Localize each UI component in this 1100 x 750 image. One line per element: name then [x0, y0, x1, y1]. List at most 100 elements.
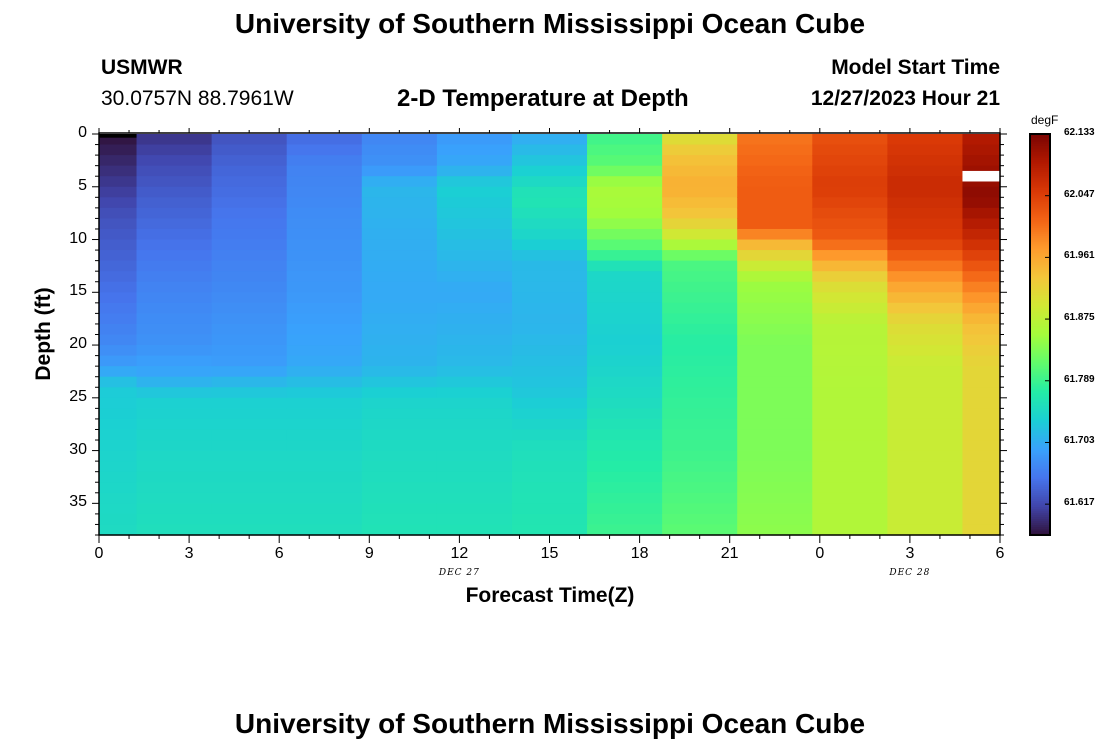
colorbar-segment	[1030, 280, 1050, 283]
heatmap-cell	[662, 471, 738, 483]
heatmap-cell	[361, 450, 438, 462]
heatmap-cell	[662, 492, 738, 504]
heatmap-cell	[136, 513, 213, 526]
colorbar-segment	[1030, 468, 1050, 472]
colorbar-segment	[1030, 310, 1050, 314]
heatmap-cell	[662, 134, 738, 146]
colorbar-segment	[1030, 398, 1050, 402]
colorbar-segment	[1030, 392, 1050, 396]
heatmap-cell	[587, 302, 663, 314]
heatmap-cell	[136, 228, 213, 241]
heatmap-cell	[587, 218, 663, 230]
heatmap-cell	[737, 524, 813, 536]
heatmap-cell	[99, 302, 138, 314]
colorbar-segment	[1030, 336, 1050, 340]
colorbar-segment	[1030, 496, 1050, 500]
colorbar-segment	[1030, 338, 1050, 342]
heatmap-cell	[737, 408, 813, 420]
heatmap-cell	[286, 418, 363, 431]
heatmap-cell	[136, 176, 213, 188]
colorbar-segment	[1030, 340, 1050, 344]
colorbar-segment	[1030, 462, 1050, 466]
colorbar-segment	[1030, 246, 1050, 249]
heatmap-cell	[361, 313, 438, 325]
y-axis-title: Depth (ft)	[32, 287, 55, 381]
heatmap-cell	[99, 482, 138, 494]
heatmap-cell	[99, 450, 138, 462]
colorbar-segment	[1030, 408, 1050, 412]
colorbar-segment	[1030, 296, 1050, 299]
colorbar-segment	[1030, 322, 1050, 326]
heatmap-cell	[211, 250, 288, 262]
colorbar-segment	[1030, 220, 1050, 223]
heatmap-cell	[211, 228, 288, 241]
heatmap-cell	[511, 366, 588, 378]
heatmap-cell	[361, 228, 438, 241]
colorbar-segment	[1030, 368, 1050, 372]
heatmap-cell	[99, 134, 138, 146]
colorbar-segment	[1030, 326, 1050, 330]
colorbar-segment	[1030, 486, 1050, 490]
colorbar-segment	[1030, 316, 1050, 320]
heatmap-cell	[211, 524, 288, 536]
heatmap-cell	[361, 207, 438, 220]
heatmap-cell	[587, 450, 663, 462]
colorbar-segment	[1030, 402, 1050, 406]
heatmap-cell	[962, 134, 1001, 146]
colorbar-segment	[1030, 444, 1050, 448]
colorbar-segment	[1030, 386, 1050, 390]
heatmap-cell	[812, 397, 888, 409]
heatmap-cell	[436, 408, 513, 420]
colorbar-segment	[1030, 240, 1050, 243]
heatmap-cell	[436, 440, 513, 452]
heatmap-cell	[962, 176, 1001, 188]
colorbar-segment	[1030, 210, 1050, 213]
heatmap-cell	[286, 271, 363, 283]
heatmap-cell	[286, 176, 363, 188]
heatmap-cell	[812, 524, 888, 536]
heatmap-cell	[962, 471, 1001, 483]
heatmap-cell	[737, 134, 813, 146]
colorbar-segment	[1030, 472, 1050, 476]
heatmap-cell	[99, 503, 138, 515]
x-tick-label: 18	[630, 545, 649, 562]
heatmap-cell	[436, 176, 513, 188]
colorbar-segment	[1030, 466, 1050, 470]
heatmap-cell	[286, 345, 363, 357]
heatmap-cell	[99, 218, 138, 230]
colorbar-segment	[1030, 320, 1050, 324]
heatmap-cell	[812, 450, 888, 462]
colorbar-segment	[1030, 508, 1050, 512]
heatmap-cell	[361, 387, 438, 399]
heatmap-cell	[511, 176, 588, 188]
heatmap-cell	[286, 397, 363, 409]
heatmap-cell	[962, 186, 1001, 198]
heatmap-cell	[737, 313, 813, 325]
heatmap-cell	[511, 186, 588, 198]
heatmap-cell	[136, 503, 213, 515]
heatmap-cell	[511, 461, 588, 473]
heatmap-cell	[887, 503, 964, 515]
heatmap-cell	[737, 218, 813, 230]
heatmap-cell	[361, 155, 438, 167]
heatmap-cell	[812, 292, 888, 304]
colorbar-segment	[1030, 494, 1050, 498]
colorbar-segment	[1030, 374, 1050, 378]
heatmap-cell	[436, 334, 513, 346]
colorbar-segment	[1030, 390, 1050, 394]
colorbar-segment	[1030, 404, 1050, 408]
heatmap-cell	[511, 471, 588, 483]
colorbar-segment	[1030, 190, 1050, 193]
colorbar-segment	[1030, 424, 1050, 428]
page-title: University of Southern Mississippi Ocean…	[234, 8, 866, 39]
heatmap-cell	[812, 239, 888, 251]
heatmap-cell	[136, 207, 213, 220]
heatmap-cell	[211, 503, 288, 515]
colorbar-segment	[1030, 510, 1050, 514]
heatmap-cell	[962, 492, 1001, 504]
heatmap-cell	[737, 281, 813, 293]
colorbar-segment	[1030, 306, 1050, 310]
heatmap-missing-cell	[962, 170, 1000, 182]
colorbar-segment	[1030, 528, 1050, 532]
